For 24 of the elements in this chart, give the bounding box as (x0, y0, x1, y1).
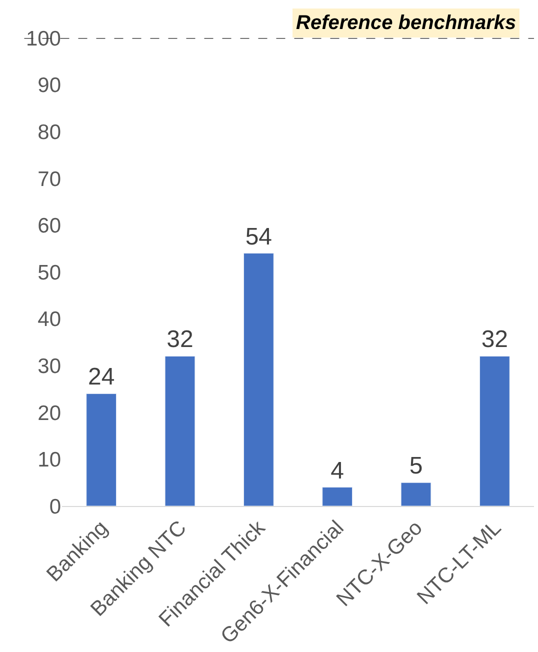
bar (400, 482, 432, 506)
bar (322, 487, 353, 506)
y-tick-label: 90 (38, 74, 61, 98)
y-tick-label: 50 (38, 261, 61, 284)
y-tick-label: 0 (49, 495, 61, 518)
y-tick-label: 20 (38, 402, 61, 425)
data-label: 32 (481, 326, 508, 354)
y-tick-label: 60 (38, 214, 61, 238)
data-label: 4 (330, 457, 344, 484)
data-label: 54 (245, 223, 272, 250)
y-tick-label: 80 (38, 120, 61, 144)
y-tick-label: 10 (38, 448, 61, 472)
data-label: 24 (88, 364, 115, 391)
bar (479, 356, 510, 506)
data-label: 32 (166, 326, 194, 354)
ref-line-label: Reference benchmarks (296, 12, 516, 34)
y-tick-label: 70 (38, 168, 61, 191)
bar (243, 253, 274, 506)
y-tick-label: 100 (26, 27, 61, 50)
bar (164, 356, 196, 506)
data-label: 5 (409, 452, 423, 480)
y-tick-label: 40 (38, 308, 61, 332)
bar (86, 393, 117, 506)
y-tick-label: 30 (38, 354, 61, 378)
